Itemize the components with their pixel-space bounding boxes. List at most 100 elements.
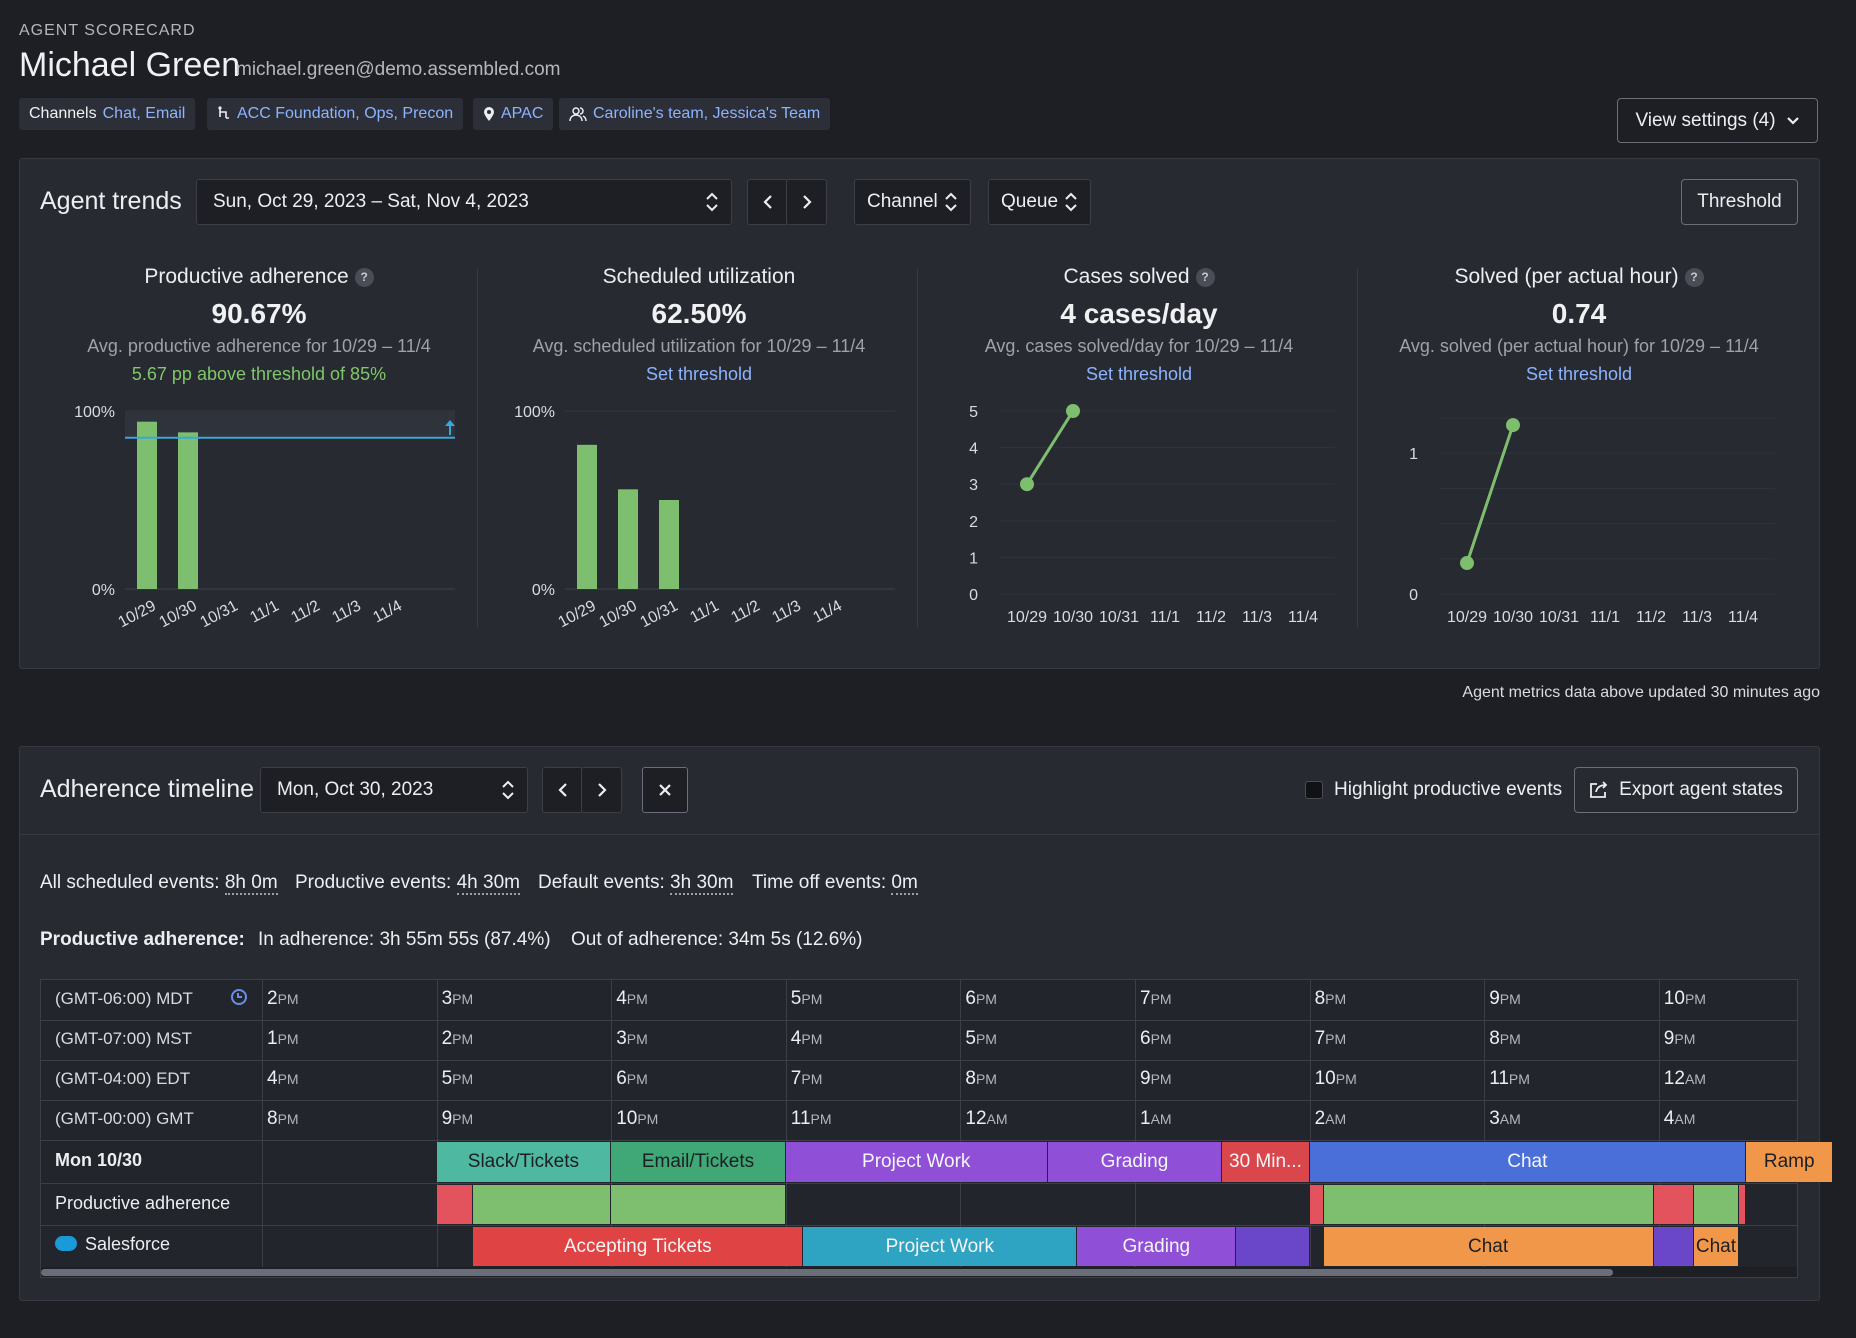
series-line (1465, 424, 1515, 564)
timeline-date-value: Mon, Oct 30, 2023 (277, 779, 434, 800)
schedule-segment[interactable]: Slack/Tickets (436, 1142, 611, 1182)
adherence_blocks-segment[interactable] (473, 1185, 611, 1224)
channels-tag: Channels Chat, Email (19, 98, 196, 130)
channel-link-email[interactable]: Email (145, 105, 186, 122)
x-tick-label: 10/30 (597, 597, 640, 631)
salesforce-segment[interactable]: Chat (1693, 1227, 1739, 1266)
hour-label: 10PM (616, 1108, 659, 1129)
hour-label: 8PM (1489, 1028, 1521, 1049)
threshold-button[interactable]: Threshold (1681, 179, 1798, 225)
salesforce-label: Salesforce (85, 1234, 171, 1254)
help-icon[interactable]: ? (1195, 268, 1215, 287)
timezone-label: (GMT-00:00) GMT (55, 1109, 194, 1128)
y-tick-label: 2 (969, 514, 978, 531)
x-tick-label: 10/29 (1007, 609, 1047, 626)
timeline-date-select[interactable]: Mon, Oct 30, 2023 (260, 767, 528, 813)
point-10-30 (1066, 404, 1080, 418)
adherence_blocks-segment[interactable] (1309, 1185, 1323, 1224)
card-value-productive-adherence: 90.67% (211, 298, 307, 329)
help-icon[interactable]: ? (1684, 268, 1704, 287)
site-link-apac[interactable]: APAC (501, 105, 544, 122)
salesforce-segment[interactable]: Project Work (803, 1227, 1077, 1266)
next-week-button[interactable] (786, 179, 827, 225)
x-tick-label: 10/31 (1099, 609, 1139, 626)
prev-day-button[interactable] (542, 767, 583, 813)
channel-link-chat[interactable]: Chat (102, 105, 137, 122)
adherence_blocks-segment[interactable] (1739, 1185, 1746, 1224)
salesforce-segment[interactable]: Grading (1077, 1227, 1236, 1266)
set-threshold-link[interactable]: Set threshold (1085, 364, 1193, 384)
card-sub-productive-adherence: Avg. productive adherence for 10/29 – 11… (87, 336, 431, 356)
schedule-segment-label: Project Work (862, 1151, 971, 1172)
schedule-segment[interactable]: Project Work (785, 1142, 1047, 1182)
queue-link-ops[interactable]: Ops (364, 105, 394, 122)
x-tick-label: 11/4 (810, 597, 845, 626)
export-agent-states-button[interactable]: Export agent states (1574, 767, 1798, 813)
hour-label: 5PM (790, 988, 823, 1009)
agent-email: michael.green@demo.assembled.com (236, 59, 561, 80)
card-value-solved-per-hour: 0.74 (1551, 298, 1607, 329)
out-of-adherence-summary: Out of adherence: 34m 5s (12.6%) (571, 929, 863, 950)
y-tick-label: 100% (74, 404, 115, 421)
queue-link-acc-foundation[interactable]: ACC Foundation (237, 105, 356, 122)
salesforce-segment[interactable]: Accepting Tickets (473, 1227, 803, 1266)
team-link-carolines[interactable]: Caroline's team (593, 105, 704, 122)
page-eyebrow: AGENT SCORECARD (19, 22, 196, 39)
x-tick-label: 11/4 (370, 597, 405, 626)
card-title-cases-solved: Cases solved? (919, 265, 1359, 289)
highlight-productive-label[interactable]: Highlight productive events (1334, 779, 1563, 800)
date-range-select[interactable]: Sun, Oct 29, 2023 – Sat, Nov 4, 2023 (196, 179, 732, 225)
x-tick-label: 11/3 (769, 597, 804, 626)
all-scheduled-stat: All scheduled events: 8h 0m (40, 872, 278, 895)
y-tick-label: 1 (1409, 446, 1418, 463)
x-tick-label: 11/1 (1150, 609, 1180, 626)
queue-select[interactable]: Queue (988, 179, 1091, 225)
select-arrows-icon (1065, 192, 1077, 212)
adherence_blocks-segment[interactable] (1693, 1185, 1739, 1224)
adherence_blocks-segment[interactable] (1653, 1185, 1693, 1224)
highlight-productive-checkbox[interactable] (1305, 781, 1323, 799)
y-tick-label: 5 (969, 404, 978, 421)
adherence_blocks-segment[interactable] (436, 1185, 473, 1224)
scrollbar-thumb[interactable] (41, 1269, 1613, 1276)
salesforce-segment-label: Chat (1695, 1235, 1736, 1257)
set-threshold-link[interactable]: Set threshold (645, 364, 753, 384)
view-settings-button[interactable]: View settings (4) (1617, 98, 1818, 143)
hour-column-divider (960, 980, 962, 1267)
adherence_blocks-segment[interactable] (611, 1185, 785, 1224)
x-tick-label: 11/1 (1590, 609, 1620, 626)
schedule-segment[interactable]: Ramp (1746, 1142, 1833, 1182)
help-icon[interactable]: ? (354, 268, 374, 287)
prev-week-button[interactable] (747, 179, 788, 225)
channel-select[interactable]: Channel (854, 179, 971, 225)
card-divider (917, 268, 918, 628)
salesforce-segment[interactable] (1653, 1227, 1693, 1266)
x-tick-label: 10/29 (556, 597, 599, 631)
queue-link-precon[interactable]: Precon (402, 105, 454, 122)
schedule-segment[interactable]: Chat (1309, 1142, 1746, 1182)
schedule-segment[interactable]: Grading (1047, 1142, 1222, 1182)
next-day-button[interactable] (581, 767, 622, 813)
bar-10-31 (659, 500, 679, 589)
card-divider (1357, 268, 1358, 628)
set-threshold-link[interactable]: Set threshold (1525, 364, 1633, 384)
salesforce-segment[interactable] (1236, 1227, 1309, 1266)
solved-per-hour-chart: 0 1 10/29 10/30 10/31 11/1 11/2 11/3 11/4 (1409, 417, 1775, 626)
hour-label: 3AM (1489, 1108, 1521, 1129)
channel-select-label: Channel (867, 191, 938, 212)
salesforce-segment[interactable]: Chat (1323, 1227, 1653, 1266)
y-tick-label: 0 (969, 587, 978, 604)
hour-label: 8PM (1314, 988, 1347, 1009)
series-line (1025, 410, 1075, 485)
bar-10-30 (618, 489, 638, 589)
hour-label: 4PM (267, 1068, 299, 1089)
adherence_blocks-segment[interactable] (1323, 1185, 1653, 1224)
schedule-segment-label: Grading (1100, 1151, 1169, 1172)
schedule-segment[interactable]: 30 Min... (1222, 1142, 1309, 1182)
clear-date-button[interactable] (642, 767, 688, 813)
team-link-jessicas[interactable]: Jessica's Team (712, 105, 821, 122)
export-label: Export agent states (1619, 779, 1783, 800)
schedule-segment[interactable]: Email/Tickets (611, 1142, 785, 1182)
timeline-grid: (GMT-06:00) MDT 2PM 3PM 4PM 5PM 6PM 7PM 8PM 9PM 1… (40, 979, 1833, 1278)
clock-icon[interactable] (231, 989, 247, 1005)
